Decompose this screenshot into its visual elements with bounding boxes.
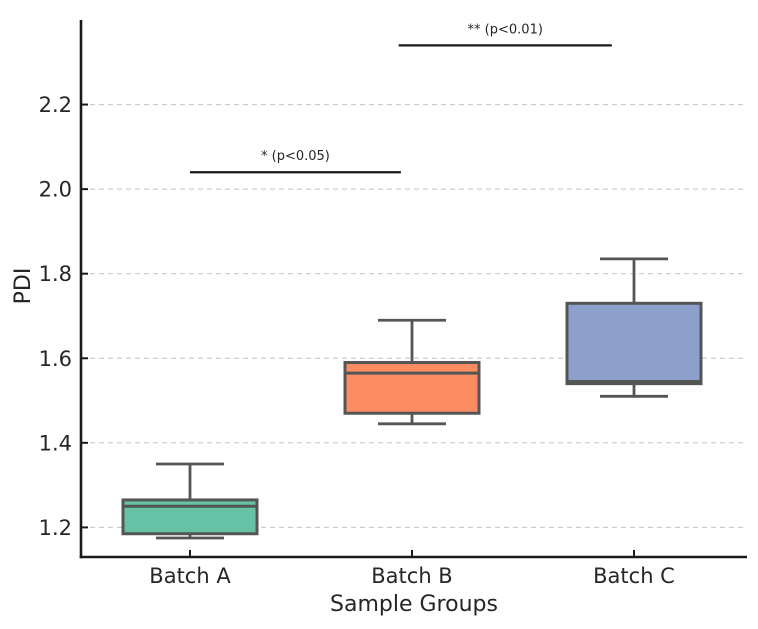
data-layer	[121, 257, 703, 540]
y-tick-label: 1.4	[39, 431, 72, 455]
x-tick-label: Batch C	[593, 564, 675, 588]
y-tick-label: 1.2	[39, 516, 72, 540]
y-tick-label: 1.6	[39, 347, 72, 371]
y-tick-label: 2.0	[39, 178, 72, 202]
box-batch-b	[343, 360, 481, 415]
significance-label: ** (p<0.01)	[468, 22, 543, 37]
y-tick-label: 1.8	[39, 262, 72, 286]
annotation-layer: * (p<0.05) ** (p<0.01)	[190, 22, 612, 174]
significance-label: * (p<0.05)	[261, 149, 330, 164]
y-axis-title: PDI	[11, 268, 36, 305]
y-tick-label: 2.2	[39, 93, 72, 117]
box-batch-c	[565, 301, 703, 386]
x-axis-title: Sample Groups	[330, 592, 498, 617]
axis-layer: 1.2 1.4 1.6 1.8 2.0 2.2 Batch A Batch B Batch C	[39, 20, 747, 588]
x-tick-label: Batch A	[149, 564, 231, 588]
x-tick-label: Batch B	[371, 564, 452, 588]
